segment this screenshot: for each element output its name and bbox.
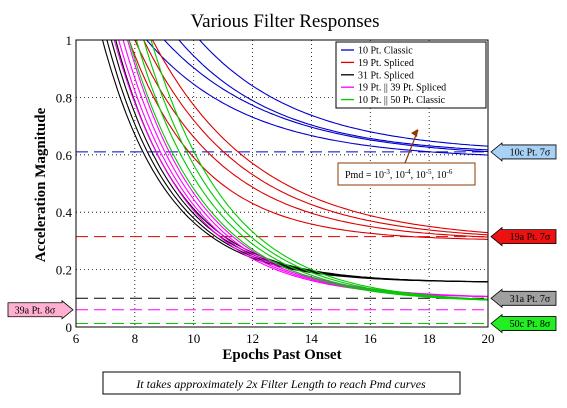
x-tick-label: 16 (364, 331, 378, 346)
series-line (150, 40, 488, 300)
pmd-term-3: 10-5, (416, 168, 437, 181)
pmd-annotation: Pmd = 10-3, 10-4, 10-5, 10-6 (337, 129, 476, 186)
x-tick-labels: 6 8 10 12 14 16 18 20 (73, 331, 495, 346)
threshold-arrow (490, 313, 557, 334)
y-axis-label: Acceleration Magnitude (33, 107, 49, 262)
y-tick-label: 0.4 (56, 205, 73, 220)
pmd-term-4: 10-6 (437, 168, 453, 181)
threshold-arrows: 10c Pt. 7σ 19a Pt. 7σ 31a Pt. 7σ 39a Pt. 8σ… (7, 142, 557, 334)
x-tick-label: 12 (246, 331, 259, 346)
x-tick-label: 10 (187, 331, 200, 346)
series-line (128, 40, 488, 301)
threshold-label: 10c Pt. 7σ (510, 147, 551, 158)
x-tick-label: 14 (305, 331, 319, 346)
note-box (102, 371, 461, 395)
pmd-term-1: 10-3, (374, 168, 395, 181)
y-tick-label: 0.6 (56, 148, 73, 163)
legend-label: 10 Pt. Classic (358, 46, 413, 57)
threshold-label: 50c Pt. 8σ (510, 319, 551, 330)
series-line (135, 40, 488, 301)
annotation-box (337, 162, 476, 186)
legend-label: 19 Pt. Spliced (358, 58, 414, 69)
series-line (198, 40, 488, 147)
series-line (134, 40, 488, 238)
threshold-arrow (490, 226, 557, 247)
series-line (128, 40, 488, 240)
legend-box (335, 41, 487, 109)
note-text: It takes approximately 2x Filter Length … (135, 377, 426, 391)
series-line (143, 40, 488, 301)
threshold-arrow (7, 299, 74, 320)
threshold-label: 39a Pt. 8σ (15, 305, 56, 316)
legend-label: 10 Pt. || 50 Pt. Classic (358, 95, 446, 106)
threshold-arrow (490, 142, 557, 162)
plot-frame (75, 39, 489, 328)
y-tick-label: 0.8 (56, 90, 72, 105)
legend-label: 19 Pt. || 39 Pt. Spliced (358, 83, 446, 94)
series-line (178, 40, 488, 151)
series-curves (101, 40, 488, 301)
x-axis-label: Epochs Past Onset (222, 347, 341, 363)
series-line (163, 40, 488, 153)
annotation-prefix: Pmd = (345, 170, 374, 181)
y-tick-label: 0 (66, 320, 73, 335)
series-line (145, 40, 488, 156)
x-tick-label: 18 (423, 331, 436, 346)
annotation-arrowhead (411, 129, 418, 137)
x-tick-label: 6 (73, 331, 80, 346)
threshold-arrow (490, 288, 557, 309)
y-tick-label: 1 (66, 33, 73, 48)
threshold-label: 19a Pt. 7σ (510, 232, 551, 243)
pmd-term-2: 10-4, (395, 168, 416, 181)
series-line (151, 40, 488, 234)
y-tick-labels: 0 0.2 0.4 0.6 0.8 1 (56, 33, 73, 335)
x-tick-label: 20 (482, 331, 495, 346)
legend-label: 31 Pt. Spliced (358, 70, 414, 81)
annotation-text: Pmd = 10-3, 10-4, 10-5, 10-6 (345, 168, 453, 181)
x-tick-label: 8 (132, 331, 139, 346)
threshold-label: 31a Pt. 7σ (510, 294, 551, 305)
y-tick-label: 0.2 (56, 263, 72, 278)
chart-title: Various Filter Responses (191, 11, 380, 32)
